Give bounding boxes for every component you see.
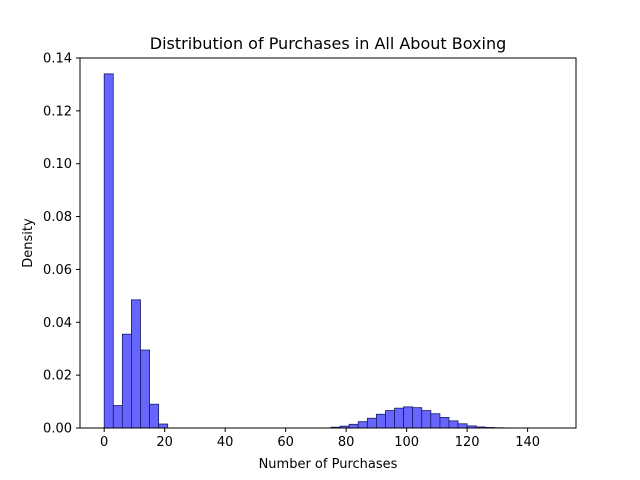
y-tick-label-0: 0.00	[43, 422, 72, 437]
x-tick-label-5: 100	[394, 435, 419, 450]
histogram-bar-0	[103, 73, 114, 429]
histogram-bar-16	[412, 407, 423, 429]
y-tick-label-5: 0.10	[43, 157, 72, 172]
histogram-bar-18	[430, 413, 441, 429]
histogram-bar-12	[375, 413, 386, 429]
chart-title: Distribution of Purchases in All About B…	[150, 34, 506, 53]
histogram-bar-21	[457, 423, 468, 429]
histogram-bar-10	[357, 421, 368, 429]
histogram-bar-9	[348, 423, 359, 429]
plot-frame	[79, 57, 577, 429]
histogram-bar-15	[403, 406, 414, 429]
y-axis-ticks: 0.00 0.02 0.04 0.06 0.08 0.10 0.12 0.14	[43, 52, 80, 437]
x-tick-label-7: 140	[515, 435, 540, 450]
histogram-bar-1	[112, 405, 123, 429]
histogram-bar-4	[140, 349, 150, 429]
histogram-bar-2	[121, 333, 132, 429]
histogram-bar-13	[385, 410, 395, 429]
histogram-bar-3	[131, 299, 141, 429]
y-tick-label-6: 0.12	[43, 104, 72, 119]
histogram-bar-17	[421, 410, 432, 429]
y-axis-label: Density	[21, 218, 36, 268]
y-tick-label-1: 0.02	[43, 369, 72, 384]
histogram-bar-5	[149, 403, 160, 429]
x-axis-ticks: 0 20 40 60 80 100 120 140	[100, 428, 540, 450]
y-tick-label-3: 0.06	[43, 263, 72, 278]
x-tick-label-3: 60	[277, 435, 294, 450]
x-tick-label-0: 0	[100, 435, 108, 450]
x-tick-label-2: 40	[217, 435, 234, 450]
histogram-bar-11	[366, 417, 377, 429]
histogram-bar-6	[158, 423, 169, 429]
histogram-bar-14	[394, 407, 405, 429]
histogram-bar-19	[439, 417, 450, 429]
y-tick-label-4: 0.08	[43, 210, 72, 225]
y-tick-label-7: 0.14	[43, 52, 72, 67]
x-axis-label: Number of Purchases	[259, 457, 398, 472]
histogram-bar-20	[448, 420, 459, 429]
x-tick-label-4: 80	[338, 435, 355, 450]
x-tick-label-1: 20	[156, 435, 173, 450]
y-tick-label-2: 0.04	[43, 316, 72, 331]
bars-group	[103, 73, 550, 429]
x-tick-label-6: 120	[455, 435, 480, 450]
